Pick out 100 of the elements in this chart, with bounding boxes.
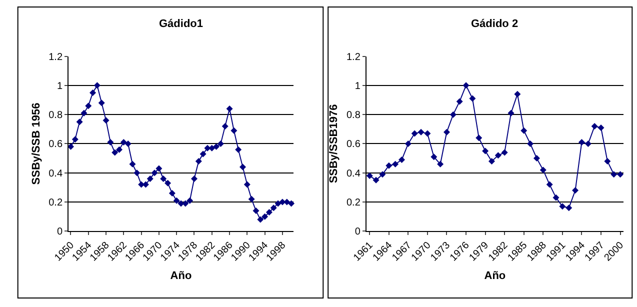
point [168, 190, 176, 197]
point [469, 95, 476, 102]
y-axis-title: SSBy/SSB1976 [328, 104, 340, 184]
y-tick-label: 0.6 [346, 139, 361, 150]
point [443, 128, 450, 136]
point [107, 139, 114, 146]
point [120, 139, 127, 146]
point [116, 146, 122, 153]
point [552, 194, 560, 201]
point [488, 158, 495, 164]
point [129, 160, 136, 168]
point [617, 171, 624, 178]
point [482, 148, 489, 154]
point [476, 134, 482, 142]
point [213, 143, 220, 150]
point [124, 140, 132, 147]
point [610, 171, 618, 178]
point [424, 130, 431, 137]
point [514, 90, 521, 98]
point [235, 146, 242, 153]
point [270, 204, 277, 212]
point [533, 155, 540, 162]
point [257, 216, 264, 223]
point [372, 176, 380, 184]
point [146, 175, 154, 182]
point [226, 106, 233, 112]
point [604, 158, 611, 164]
point [527, 140, 534, 147]
point [112, 149, 118, 156]
point [200, 150, 206, 158]
y-axis-title: SSBy/SSB 1956 [30, 102, 42, 185]
y-tick-label: 0 [354, 226, 361, 238]
y-tick-label: 0.4 [346, 168, 361, 180]
point [195, 158, 202, 164]
point [248, 196, 255, 202]
point [366, 172, 373, 180]
point [164, 180, 172, 186]
point [98, 100, 105, 106]
point [80, 110, 88, 116]
point [430, 154, 438, 160]
y-tick-label: 0.2 [48, 198, 63, 209]
point [379, 171, 386, 178]
point [217, 140, 224, 147]
point [456, 98, 463, 105]
point [190, 175, 198, 182]
point [230, 127, 238, 134]
point [501, 149, 508, 156]
y-tick-label: 1.2 [48, 52, 63, 63]
point [85, 102, 92, 110]
y-tick-label: 0.6 [48, 139, 63, 150]
point [411, 130, 418, 137]
point [418, 128, 424, 136]
point [462, 82, 470, 89]
x-axis-title: Año [484, 270, 506, 282]
point [578, 139, 585, 146]
point [546, 181, 553, 188]
y-tick-label: 0.4 [48, 168, 63, 180]
point [102, 117, 110, 124]
point [572, 187, 579, 194]
point [598, 124, 604, 131]
point [404, 140, 412, 147]
point [540, 166, 546, 174]
point [288, 200, 295, 207]
point [173, 197, 180, 204]
point [182, 200, 189, 207]
chart-title: Gádido 2 [471, 18, 518, 30]
point [94, 82, 100, 89]
y-tick-label: 0.8 [346, 110, 361, 122]
point [591, 122, 598, 130]
point [437, 160, 444, 168]
point [156, 165, 162, 172]
point [508, 110, 514, 116]
point [208, 144, 216, 152]
x-axis-title: Año [170, 270, 192, 282]
point [386, 162, 392, 169]
point [76, 118, 83, 126]
point [274, 200, 282, 207]
point [262, 213, 268, 220]
point [494, 152, 502, 159]
point [559, 203, 566, 210]
point [186, 197, 194, 204]
point [240, 164, 246, 170]
point [244, 181, 250, 188]
point [284, 198, 290, 206]
point [450, 111, 456, 118]
point [520, 127, 528, 134]
point [266, 209, 272, 216]
point [252, 208, 260, 214]
point [72, 136, 78, 143]
y-tick-label: 0.2 [346, 198, 361, 209]
point [151, 170, 158, 176]
point [566, 204, 572, 212]
y-tick-label: 1 [56, 80, 63, 92]
point [160, 175, 167, 182]
point [392, 160, 399, 168]
y-tick-label: 1.2 [346, 52, 361, 63]
point [90, 89, 96, 96]
y-tick-label: 1 [354, 80, 361, 92]
point [134, 170, 140, 176]
chart-title: Gádido1 [159, 18, 204, 30]
